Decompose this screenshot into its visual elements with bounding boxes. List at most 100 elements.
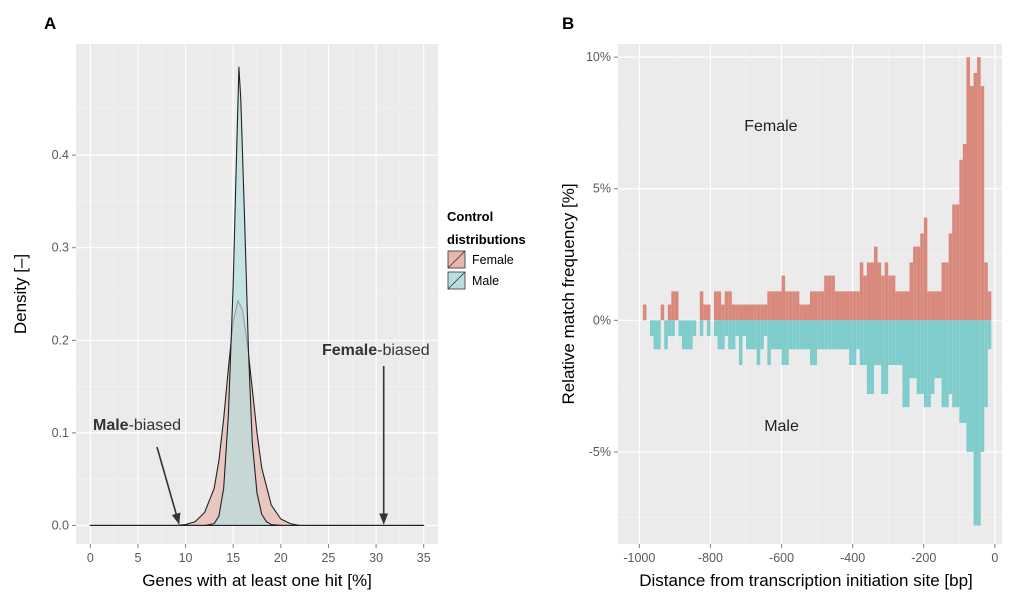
bar-female [938,291,942,321]
bar-female [870,262,874,321]
bar-female [735,304,739,321]
bar-female [834,291,839,321]
bar-male [664,320,668,350]
bar-female [820,291,825,321]
bar-male [813,320,818,366]
bar-female [966,57,970,321]
bar-male [699,320,704,337]
bar-male [874,320,878,366]
bar-female [763,304,768,321]
y-tick-label: 0.2 [52,333,69,347]
bar-male [973,320,978,526]
bar-female [970,86,974,321]
bar-male [778,320,782,350]
bar-male [810,320,814,366]
bar-female [977,57,981,321]
y-tick-label: 0% [593,313,611,327]
bar-male [756,320,761,366]
panel-label-b: B [562,14,574,33]
panel-b-bar-chart: Female Male -1000 -800 -600 -400 -200 0 10% 5% 0… [559,44,1002,590]
x-tick-label: -400 [840,551,865,565]
bar-male [767,320,771,366]
bar-female [703,304,707,321]
bar-male [799,320,803,350]
bar-female [913,246,917,321]
in-plot-labels: Female Male [744,118,799,435]
bar-female [802,304,807,321]
bar-male [856,320,860,350]
bar-male [902,320,906,408]
bar-male [920,320,924,394]
bar-male [721,320,725,350]
x-tick-label: 25 [321,551,335,565]
bar-female [738,304,743,321]
x-tick-label: 5 [134,551,141,565]
bar-male [831,320,835,350]
bar-male [802,320,807,350]
bar-male [692,320,697,337]
bar-male [682,320,686,350]
x-tick-label: 30 [369,551,383,565]
bar-female [895,291,899,321]
bar-male [735,320,739,337]
bar-male [746,320,750,350]
bar-female [955,204,960,321]
bar-female [827,275,832,321]
bar-male [714,320,718,337]
bar-male [827,320,832,350]
x-tick-label: 35 [417,551,431,565]
bar-female [753,304,757,321]
bar-male [888,320,892,366]
bar-male [906,320,910,408]
bar-female [962,144,967,321]
bar-male [717,320,722,350]
bar-female [909,262,914,321]
bar-female [717,291,722,321]
bar-female [824,275,828,321]
bar-male [650,320,654,337]
x-tick-label: -1000 [623,551,655,565]
x-tick-label: 20 [274,551,288,565]
bar-male [763,320,768,337]
bar-male [955,320,960,408]
bar-female [856,291,860,321]
bar-male [724,320,729,337]
bar-female [731,304,736,321]
bar-male [948,320,953,394]
bar-male [834,320,839,350]
bar-female [952,204,956,321]
bar-male [785,320,789,366]
x-tick-label: 10 [179,551,193,565]
bar-male [859,320,864,366]
in-plot-label-female: Female [744,118,797,135]
bar-male [909,320,914,379]
bar-female [881,275,885,321]
bar-male [774,320,778,350]
in-plot-label-male: Male [764,418,799,435]
bar-male [806,320,810,350]
bar-male [923,320,928,408]
bar-male [667,320,672,337]
bar-male [941,320,946,408]
bar-female [699,291,704,321]
bar-male [838,320,842,350]
bar-male [753,320,757,350]
bar-female [792,291,796,321]
bar-female [923,217,928,321]
x-axis-title: Genes with at least one hit [%] [142,571,372,590]
bar-male [962,320,967,423]
bar-female [934,291,938,321]
bar-male [749,320,754,350]
bar-female [987,291,992,321]
bar-female [884,262,889,321]
bar-male [952,320,956,408]
bar-male [881,320,885,394]
y-tick-label: 10% [586,50,611,64]
bar-female [674,291,679,321]
bar-female [714,291,718,321]
bar-female [916,246,921,321]
bar-male [653,320,658,350]
bars [642,57,992,526]
bar-male [788,320,793,350]
